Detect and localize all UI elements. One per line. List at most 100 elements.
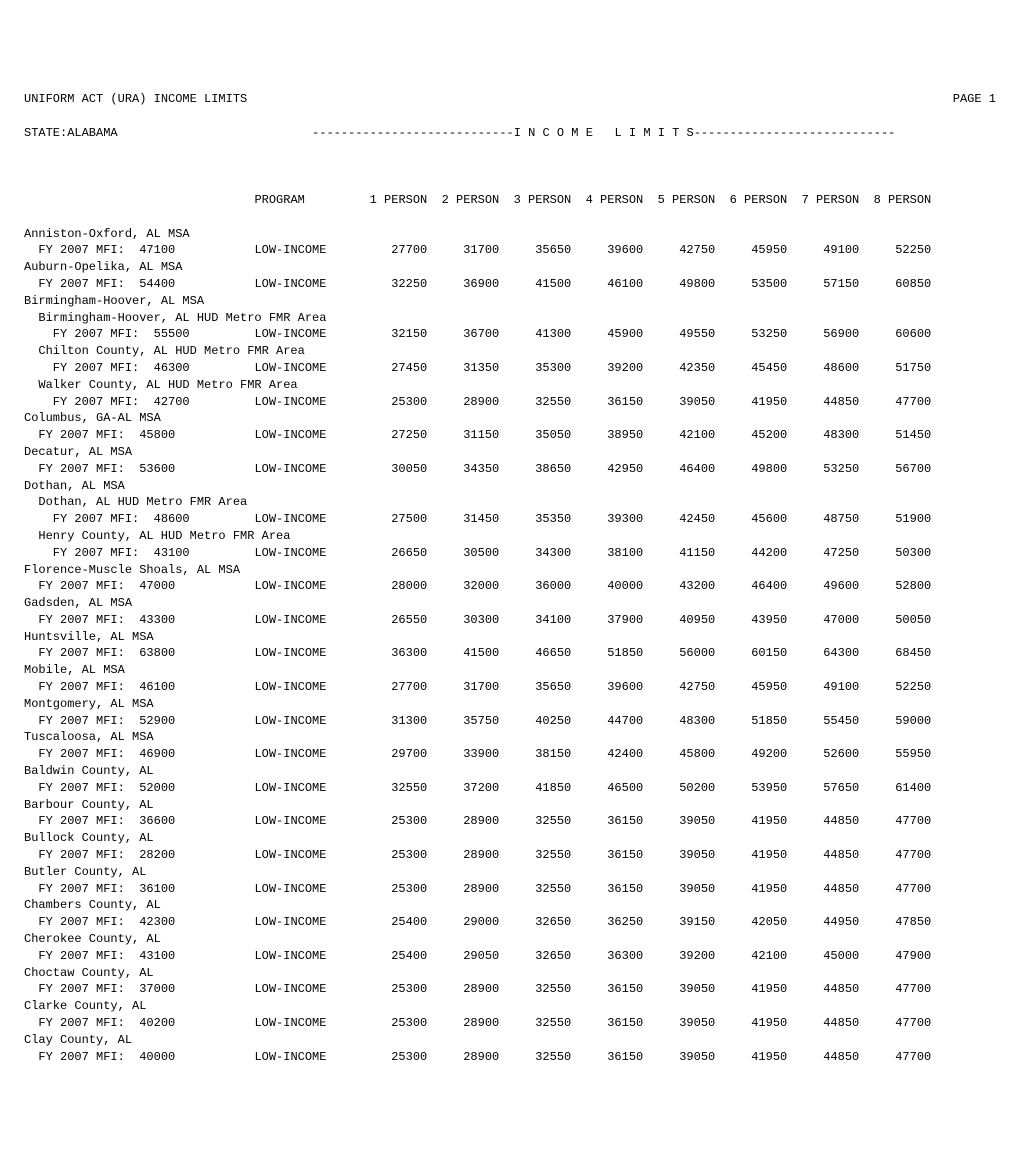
income-cell: 36150 (571, 1049, 643, 1066)
program-cell: LOW-INCOME (254, 780, 355, 797)
income-cell: 51450 (859, 427, 931, 444)
area-row: Montgomery, AL MSA (24, 696, 996, 713)
income-cell: 34350 (427, 461, 499, 478)
income-cell: 55450 (787, 713, 859, 730)
income-cell: 32550 (499, 1049, 571, 1066)
income-cell: 26650 (355, 545, 427, 562)
income-cell: 44700 (571, 713, 643, 730)
area-row: Columbus, GA-AL MSA (24, 410, 996, 427)
income-cell: 45200 (715, 427, 787, 444)
col-2-person: 2 PERSON (427, 192, 499, 209)
data-row: FY 2007 MFI: 40200LOW-INCOME253002890032… (24, 1015, 996, 1032)
income-cell: 43200 (643, 578, 715, 595)
area-row: Clay County, AL (24, 1032, 996, 1049)
income-cell: 48300 (787, 427, 859, 444)
income-cell: 52250 (859, 679, 931, 696)
income-cell: 45950 (715, 679, 787, 696)
mfi-label: FY 2007 MFI: 46100 (24, 679, 254, 696)
income-cell: 61400 (859, 780, 931, 797)
income-cell: 32550 (499, 981, 571, 998)
sub-area-row: Henry County, AL HUD Metro FMR Area (24, 528, 996, 545)
income-cell: 45950 (715, 242, 787, 259)
income-cell: 39200 (571, 360, 643, 377)
mfi-label: FY 2007 MFI: 36100 (24, 881, 254, 898)
state-banner-row: STATE:ALABAMA --------------------------… (24, 125, 996, 142)
income-cell: 30300 (427, 612, 499, 629)
program-cell: LOW-INCOME (254, 612, 355, 629)
income-cell: 28900 (427, 394, 499, 411)
mfi-label: FY 2007 MFI: 42700 (24, 394, 254, 411)
program-cell: LOW-INCOME (254, 746, 355, 763)
area-row: Bullock County, AL (24, 830, 996, 847)
income-cell: 41300 (499, 326, 571, 343)
income-cell: 42350 (643, 360, 715, 377)
income-cell: 49100 (787, 679, 859, 696)
income-cell: 51850 (715, 713, 787, 730)
mfi-label: FY 2007 MFI: 46300 (24, 360, 254, 377)
income-cell: 39600 (571, 242, 643, 259)
income-cell: 35650 (499, 242, 571, 259)
income-cell: 41500 (427, 645, 499, 662)
mfi-label: FY 2007 MFI: 40000 (24, 1049, 254, 1066)
income-cell: 49800 (715, 461, 787, 478)
income-cell: 46400 (643, 461, 715, 478)
income-cell: 51900 (859, 511, 931, 528)
income-cell: 31300 (355, 713, 427, 730)
data-row: FY 2007 MFI: 46900LOW-INCOME297003390038… (24, 746, 996, 763)
mfi-label: FY 2007 MFI: 43100 (24, 545, 254, 562)
income-cell: 44850 (787, 1049, 859, 1066)
income-cell: 45900 (571, 326, 643, 343)
program-cell: LOW-INCOME (254, 461, 355, 478)
income-cell: 25300 (355, 881, 427, 898)
income-cell: 68450 (859, 645, 931, 662)
program-cell: LOW-INCOME (254, 847, 355, 864)
income-cell: 31700 (427, 242, 499, 259)
income-cell: 38150 (499, 746, 571, 763)
income-cell: 41850 (499, 780, 571, 797)
data-row: FY 2007 MFI: 45800LOW-INCOME272503115035… (24, 427, 996, 444)
program-cell: LOW-INCOME (254, 713, 355, 730)
col-7-person: 7 PERSON (787, 192, 859, 209)
income-cell: 52800 (859, 578, 931, 595)
income-cell: 42050 (715, 914, 787, 931)
area-row: Florence-Muscle Shoals, AL MSA (24, 562, 996, 579)
sub-area-row: Dothan, AL HUD Metro FMR Area (24, 494, 996, 511)
income-cell: 39150 (643, 914, 715, 931)
col-3-person: 3 PERSON (499, 192, 571, 209)
area-row: Birmingham-Hoover, AL MSA (24, 293, 996, 310)
income-cell: 45600 (715, 511, 787, 528)
mfi-label: FY 2007 MFI: 37000 (24, 981, 254, 998)
sub-area-row: Birmingham-Hoover, AL HUD Metro FMR Area (24, 310, 996, 327)
income-cell: 35650 (499, 679, 571, 696)
income-cell: 53950 (715, 780, 787, 797)
income-cell: 57650 (787, 780, 859, 797)
income-cell: 38650 (499, 461, 571, 478)
income-cell: 46500 (571, 780, 643, 797)
income-cell: 47700 (859, 847, 931, 864)
income-cell: 51850 (571, 645, 643, 662)
income-cell: 25300 (355, 394, 427, 411)
income-cell: 53250 (715, 326, 787, 343)
page-number: PAGE 1 (953, 91, 996, 108)
income-cell: 53500 (715, 276, 787, 293)
income-cell: 44850 (787, 981, 859, 998)
data-row: FY 2007 MFI: 47000LOW-INCOME280003200036… (24, 578, 996, 595)
mfi-label: FY 2007 MFI: 54400 (24, 276, 254, 293)
income-cell: 25300 (355, 847, 427, 864)
mfi-label: FY 2007 MFI: 47000 (24, 578, 254, 595)
income-cell: 36150 (571, 813, 643, 830)
data-row: FY 2007 MFI: 36600LOW-INCOME253002890032… (24, 813, 996, 830)
income-cell: 46650 (499, 645, 571, 662)
area-row: Butler County, AL (24, 864, 996, 881)
income-cell: 45800 (643, 746, 715, 763)
income-cell: 32550 (499, 1015, 571, 1032)
data-row: FY 2007 MFI: 43100LOW-INCOME266503050034… (24, 545, 996, 562)
program-cell: LOW-INCOME (254, 881, 355, 898)
income-cell: 32150 (355, 326, 427, 343)
income-cell: 33900 (427, 746, 499, 763)
income-cell: 32650 (499, 948, 571, 965)
income-cell: 38100 (571, 545, 643, 562)
income-cell: 31350 (427, 360, 499, 377)
income-cell: 44850 (787, 847, 859, 864)
income-cell: 31150 (427, 427, 499, 444)
